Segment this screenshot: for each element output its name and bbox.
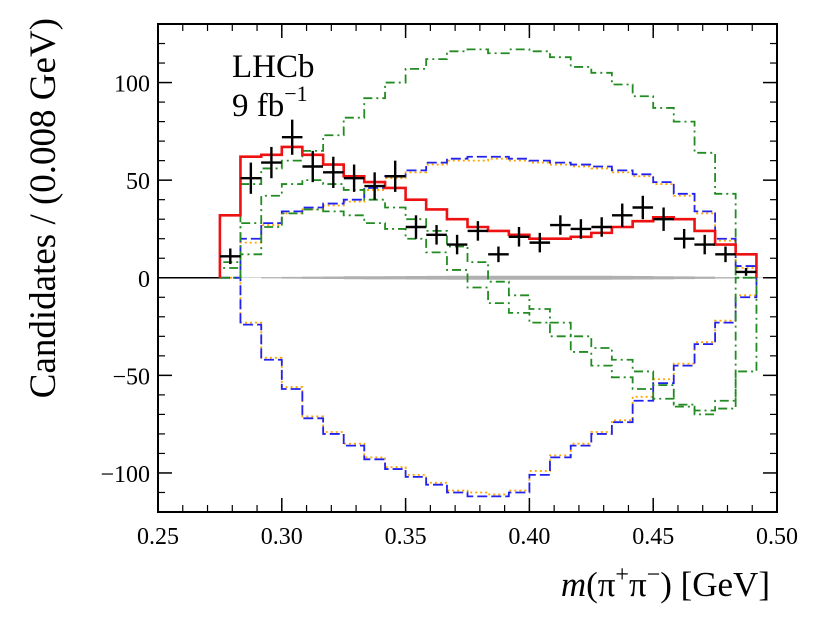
data-point (343, 164, 365, 192)
series-component-green-lower (219, 208, 757, 412)
data-point (508, 227, 530, 247)
x-tick-label: 0.45 (632, 524, 674, 550)
series-component-blue-upper (219, 155, 758, 279)
data-point (384, 160, 406, 192)
data-point (467, 221, 489, 241)
plot-area (158, 48, 777, 498)
data-point (611, 203, 633, 228)
data-point (446, 234, 468, 255)
data-point (261, 146, 282, 179)
data-point (529, 232, 551, 253)
data-point (364, 172, 385, 200)
data-point (323, 156, 344, 188)
series-component-orange-upper (219, 157, 758, 279)
x-tick-label: 0.35 (385, 524, 427, 550)
y-tick-label: 100 (114, 72, 150, 98)
x-tick-label: 0.30 (261, 524, 303, 550)
data-point (632, 195, 654, 220)
series-component-green-mid (219, 179, 758, 416)
data-point (220, 248, 241, 265)
y-tick-label: −100 (100, 462, 150, 488)
data-point (653, 207, 674, 231)
y-tick-label: −50 (112, 364, 150, 390)
data-point (550, 215, 571, 235)
x-axis-label: m(π+π−) [GeV] (561, 562, 770, 604)
data-point (694, 234, 715, 255)
data-point (281, 119, 303, 155)
x-tick-label: 0.25 (137, 524, 179, 550)
data-point (570, 219, 592, 239)
data-point (405, 215, 427, 239)
data-point (673, 228, 695, 249)
data-point (240, 162, 262, 194)
y-tick-label: 0 (138, 267, 150, 293)
x-tick-label: 0.40 (508, 524, 550, 550)
series-component-orange-lower (219, 276, 758, 496)
data-point (302, 150, 324, 183)
axes: 0.25 0.30 0.35 0.40 0.45 0.50 −100 −50 0 50 100 (100, 23, 798, 550)
series-fit-total (218, 145, 758, 278)
plot-frame (157, 23, 778, 513)
data-point (591, 217, 612, 237)
data-point (715, 246, 736, 263)
experiment-label: LHCb (232, 49, 315, 85)
x-tick-label: 0.50 (756, 524, 798, 550)
series-component-green-upper (219, 48, 757, 279)
luminosity-label: 9 fb−1 (232, 81, 308, 124)
y-tick-label: 50 (126, 169, 150, 195)
series-component-blue-lower (219, 276, 758, 498)
data-point (735, 268, 757, 276)
y-axis-label: Candidates / (0.008 GeV) (23, 18, 64, 398)
data-point (426, 225, 447, 245)
data-point (488, 246, 509, 263)
